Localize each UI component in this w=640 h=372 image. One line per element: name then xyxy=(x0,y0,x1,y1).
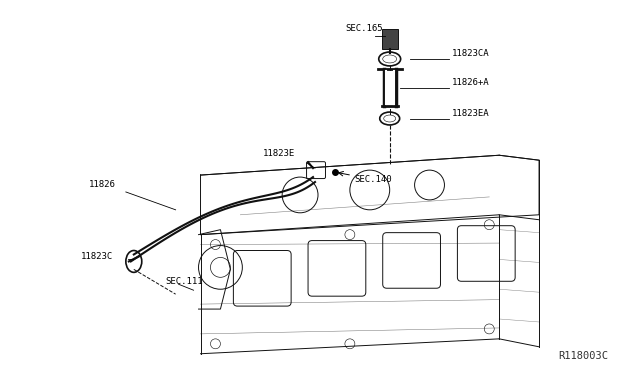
Text: 11826: 11826 xyxy=(89,180,116,189)
Text: R118003C: R118003C xyxy=(559,351,609,361)
Text: 11823CA: 11823CA xyxy=(451,49,489,58)
Text: SEC.111: SEC.111 xyxy=(166,277,204,286)
FancyBboxPatch shape xyxy=(234,250,291,306)
Text: 11826+A: 11826+A xyxy=(451,78,489,87)
Text: 11823E: 11823E xyxy=(263,149,296,158)
FancyBboxPatch shape xyxy=(307,162,326,179)
Text: SEC.140: SEC.140 xyxy=(339,171,392,184)
Text: SEC.165: SEC.165 xyxy=(345,24,383,33)
Text: 11823EA: 11823EA xyxy=(451,109,489,118)
FancyBboxPatch shape xyxy=(383,232,440,288)
FancyBboxPatch shape xyxy=(458,226,515,281)
Bar xyxy=(381,29,397,49)
FancyBboxPatch shape xyxy=(308,241,366,296)
Text: 11823C: 11823C xyxy=(81,253,113,262)
